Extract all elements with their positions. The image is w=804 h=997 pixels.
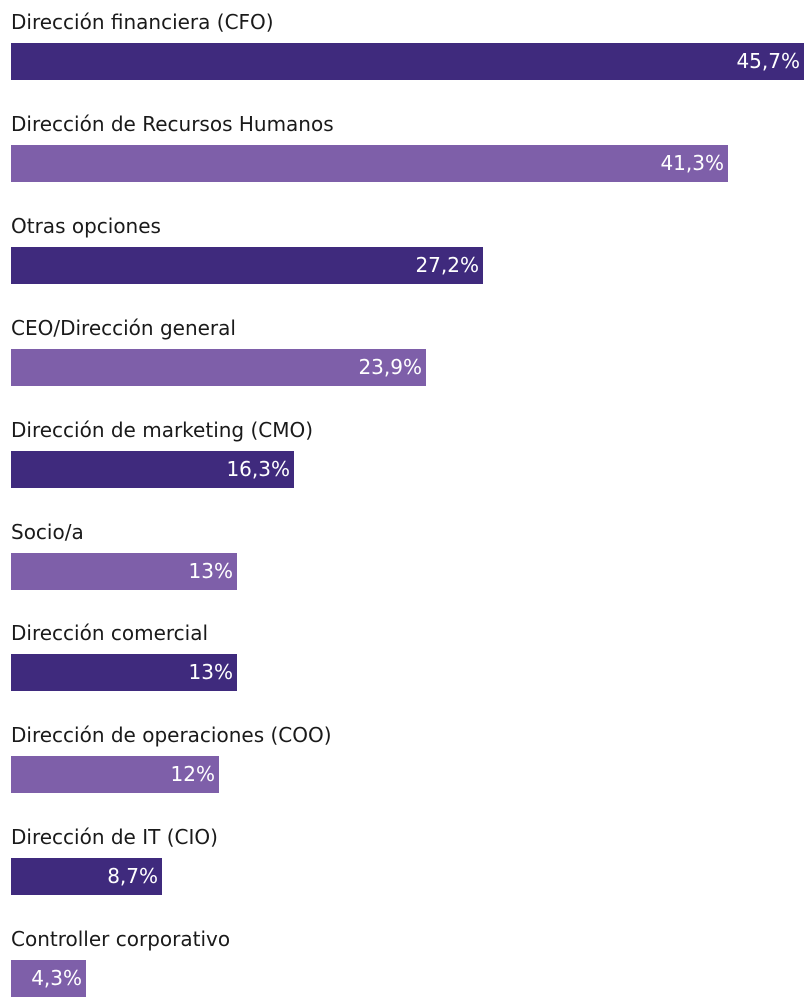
bar: 12% xyxy=(11,756,219,794)
bar: 16,3% xyxy=(11,450,294,488)
category-label: Otras opciones xyxy=(11,213,161,238)
data-label: 23,9% xyxy=(358,354,422,379)
bar: 27,2% xyxy=(11,246,483,284)
data-label: 27,2% xyxy=(415,252,479,277)
category-label: Dirección de Recursos Humanos xyxy=(11,111,334,136)
bar: 41,3% xyxy=(11,144,728,182)
data-label: 8,7% xyxy=(107,864,158,889)
bar: 45,7% xyxy=(11,43,804,80)
data-label: 13% xyxy=(188,558,233,583)
category-label: Dirección de IT (CIO) xyxy=(11,825,218,850)
category-label: Dirección financiera (CFO) xyxy=(11,10,274,34)
category-label: Socio/a xyxy=(11,519,84,544)
bar: 13% xyxy=(11,654,237,692)
data-label: 4,3% xyxy=(31,966,82,991)
data-label: 13% xyxy=(188,660,233,685)
category-label: Controller corporativo xyxy=(11,927,231,952)
bar: 23,9% xyxy=(11,348,426,386)
bar: 4,3% xyxy=(11,960,86,997)
data-label: 41,3% xyxy=(660,150,724,175)
category-label: Dirección de marketing (CMO) xyxy=(11,417,314,442)
bar: 8,7% xyxy=(11,858,162,896)
category-label: Dirección de operaciones (COO) xyxy=(11,723,332,748)
category-label: CEO/Dirección general xyxy=(11,315,236,340)
data-label: 45,7% xyxy=(736,49,800,73)
category-label: Dirección comercial xyxy=(11,621,209,646)
data-label: 12% xyxy=(170,762,215,787)
bar: 13% xyxy=(11,552,237,590)
data-label: 16,3% xyxy=(226,456,290,481)
